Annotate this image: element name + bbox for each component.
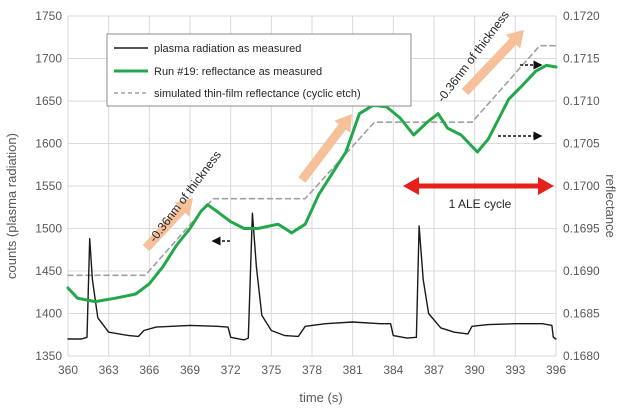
series-plasma-line <box>67 212 557 341</box>
right-y-tick-label: 0.1720 <box>563 9 600 23</box>
right-y-tick-label: 0.1680 <box>563 349 600 363</box>
left-y-tick-label: 1400 <box>35 307 62 321</box>
x-tick-label: 390 <box>465 363 485 377</box>
x-tick-label: 372 <box>221 363 241 377</box>
ale-cycle-label: 1 ALE cycle <box>449 197 512 211</box>
left-y-tick-label: 1650 <box>35 94 62 108</box>
x-tick-label: 366 <box>139 363 159 377</box>
left-y-tick-label: 1500 <box>35 222 62 236</box>
x-tick-label: 381 <box>343 363 363 377</box>
etch-arrows <box>142 30 524 252</box>
x-tick-label: 369 <box>180 363 200 377</box>
right-y-tick-label: 0.1700 <box>563 179 600 193</box>
legend-label-plasma: plasma radiation as measured <box>154 43 301 55</box>
x-tick-label: 387 <box>424 363 444 377</box>
x-axis-title: time (s) <box>299 390 342 405</box>
series-run19-line <box>66 63 558 304</box>
x-tick-label: 393 <box>505 363 525 377</box>
right-y-tick-label: 0.1710 <box>563 94 600 108</box>
x-tick-label: 363 <box>99 363 119 377</box>
x-tick-label: 375 <box>261 363 281 377</box>
right-y-tick-label: 0.1715 <box>563 52 600 66</box>
x-tick-label: 360 <box>58 363 78 377</box>
legend: plasma radiation as measured Run #19: re… <box>106 33 412 107</box>
ale-arrow-head-left <box>403 177 419 195</box>
x-tick-label: 396 <box>546 363 566 377</box>
right-y-tick-label: 0.1690 <box>563 264 600 278</box>
right-y-axis-title: reflectance <box>603 174 618 238</box>
left-y-tick-labels: 1350 1400 1450 1500 1550 1600 1650 1700 1750 <box>35 9 62 363</box>
right-y-tick-label: 0.1685 <box>563 307 600 321</box>
x-tick-label: 378 <box>302 363 322 377</box>
right-y-tick-label: 0.1705 <box>563 137 600 151</box>
etch-arrow-2 <box>298 114 352 183</box>
legend-box <box>106 33 412 107</box>
left-y-tick-label: 1750 <box>35 9 62 23</box>
left-y-tick-label: 1700 <box>35 52 62 66</box>
left-y-tick-label: 1350 <box>35 349 62 363</box>
right-y-tick-labels: 0.1680 0.1685 0.1690 0.1695 0.1700 0.1705 0.17… <box>563 9 600 363</box>
legend-label-run19: Run #19: reflectance as measured <box>154 66 322 78</box>
left-y-tick-label: 1450 <box>35 264 62 278</box>
x-tick-label: 384 <box>383 363 403 377</box>
etch-arrow-3 <box>461 30 524 96</box>
x-tick-labels: 360 363 366 369 372 375 378 381 384 387 390 393 396 <box>58 363 566 377</box>
ale-cycle-arrow <box>403 177 554 195</box>
etch-arrow-1 <box>142 198 193 252</box>
left-y-tick-label: 1550 <box>35 179 62 193</box>
left-y-tick-label: 1600 <box>35 137 62 151</box>
right-y-tick-label: 0.1695 <box>563 222 600 236</box>
series-lines <box>66 44 558 341</box>
ale-arrow-head-right <box>538 177 554 195</box>
left-y-axis-title: counts (plasma radiation) <box>4 133 19 279</box>
legend-label-simulated: simulated thin-film reflectance (cyclic … <box>154 88 361 100</box>
